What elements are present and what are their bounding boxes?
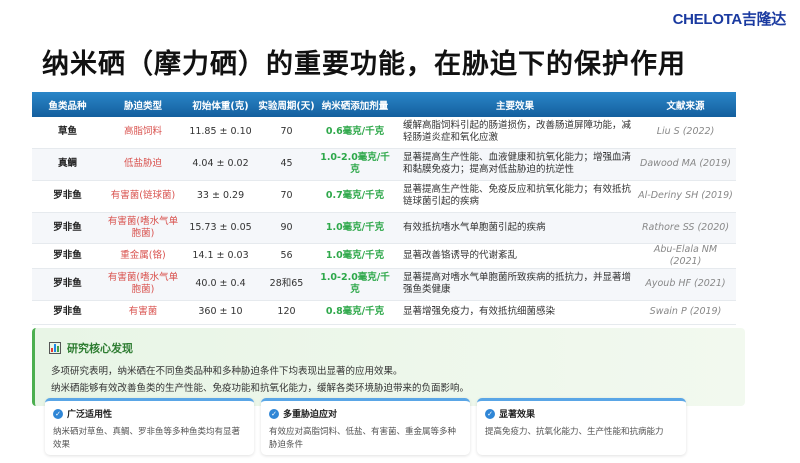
summary-box: 研究核心发现 多项研究表明，纳米硒在不同鱼类品种和多种胁迫条件下均表现出显著的应… [32,328,745,406]
table-cell: 360 ± 10 [183,300,258,325]
table-cell: 90 [258,212,315,244]
feature-card: ✓ 多重胁迫应对有效应对高脂饲料、低盐、有害菌、重金属等多种胁迫条件 [261,398,470,455]
feature-card: ✓ 显著效果提高免疫力、抗氧化能力、生产性能和抗病能力 [477,398,686,455]
card-title: 多重胁迫应对 [283,410,338,420]
table-row: 草鱼 高脂饲料 11.85 ± 0.10 70 0.6毫克/千克 缓解高脂饲料引起的肠道损… [32,117,736,149]
table-cell: Rathore SS (2020) [635,212,736,244]
table-row: 罗非鱼 有害菌(嗜水气单胞菌) 40.0 ± 0.4 28和65 1.0-2.0毫克/千… [32,268,736,301]
table-cell: 显著提高生产性能、免疫反应和抗氧化能力；有效抵抗链球菌引起的疾病 [395,180,635,213]
bar-chart-icon [49,342,61,354]
column-header: 纳米硒添加剂量 [315,92,395,117]
card-body: 有效应对高脂饲料、低盐、有害菌、重金属等多种胁迫条件 [269,427,457,450]
table-cell: 有害菌 [103,300,183,325]
table-cell: 15.73 ± 0.05 [183,212,258,244]
table-cell: 28和65 [258,268,315,301]
table-cell: 14.1 ± 0.03 [183,243,258,269]
table-cell: Abu-Elala NM (2021) [635,243,736,269]
summary-title: 研究核心发现 [67,342,133,355]
table-cell: 70 [258,180,315,213]
table-cell: 显著改善铬诱导的代谢紊乱 [395,243,635,269]
check-icon: ✓ [53,408,63,419]
table-cell: 高脂饲料 [103,117,183,149]
table-cell: 罗非鱼 [32,180,103,213]
table-cell: 70 [258,117,315,149]
table-row: 真鲷 低盐胁迫 4.04 ± 0.02 45 1.0-2.0毫克/千克 显著提高生产性能、… [32,148,736,181]
table-cell: 11.85 ± 0.10 [183,117,258,149]
table-row: 罗非鱼 有害菌(链球菌) 33 ± 0.29 70 0.7毫克/千克 显著提高生产性能、免… [32,180,736,213]
column-header: 主要效果 [395,92,635,117]
card-title: 显著效果 [499,410,536,420]
column-header: 初始体重(克) [183,92,258,117]
table-cell: 罗非鱼 [32,212,103,244]
table-cell: Dawood MA (2019) [635,148,736,181]
card-body: 提高免疫力、抗氧化能力、生产性能和抗病能力 [485,427,664,437]
table-cell: 33 ± 0.29 [183,180,258,213]
table-cell: 重金属(铬) [103,243,183,269]
card-title: 广泛适用性 [67,410,113,420]
table-cell: 0.6毫克/千克 [315,117,395,149]
table-cell: 0.8毫克/千克 [315,300,395,325]
table-cell: 低盐胁迫 [103,148,183,181]
table-cell: 有效抵抗嗜水气单胞菌引起的疾病 [395,212,635,244]
check-icon: ✓ [485,408,495,419]
table-cell: 罗非鱼 [32,300,103,325]
table-cell: 显著增强免疫力，有效抵抗细菌感染 [395,300,635,325]
table-cell: 真鲷 [32,148,103,181]
table-cell: 1.0毫克/千克 [315,243,395,269]
table-cell: 40.0 ± 0.4 [183,268,258,301]
column-header: 鱼类品种 [32,92,103,117]
table-cell: 有害菌(链球菌) [103,180,183,213]
feature-card: ✓ 广泛适用性纳米硒对草鱼、真鲷、罗非鱼等多种鱼类均有显著效果 [45,398,254,455]
summary-text: 多项研究表明，纳米硒在不同鱼类品种和多种胁迫条件下均表现出显著的应用效果。 [51,366,403,377]
column-header: 胁迫类型 [103,92,183,117]
table-cell: Liu S (2022) [635,117,736,149]
table-cell: 缓解高脂饲料引起的肠道损伤，改善肠道屏障功能，减轻肠道炎症和氧化应激 [395,117,635,149]
table-cell: 有害菌(嗜水气单胞菌) [103,268,183,301]
summary-text: 纳米硒能够有效改善鱼类的生产性能、免疫功能和抗氧化能力，缓解各类环境胁迫带来的负… [51,383,470,394]
table-cell: 56 [258,243,315,269]
table-cell: 120 [258,300,315,325]
table-cell: 显著提高对嗜水气单胞菌所致疾病的抵抗力，并显著增强鱼类健康 [395,268,635,301]
check-icon: ✓ [269,408,279,419]
table-cell: Swain P (2019) [635,300,736,325]
table-cell: 有害菌(嗜水气单胞菌) [103,212,183,244]
column-header: 文献来源 [635,92,736,117]
table-cell: Al-Deriny SH (2019) [635,180,736,213]
table-cell: 1.0毫克/千克 [315,212,395,244]
table-cell: 草鱼 [32,117,103,149]
column-header: 实验周期(天) [258,92,315,117]
table-cell: 1.0-2.0毫克/千克 [315,268,395,301]
brand-logo: CHELOTA吉隆达 [672,11,787,28]
table-row: 罗非鱼 有害菌 360 ± 10 120 0.8毫克/千克 显著增强免疫力，有效抵抗细菌感… [32,300,736,325]
table-row: 罗非鱼 重金属(铬) 14.1 ± 0.03 56 1.0毫克/千克 显著改善铬诱导的代谢… [32,243,736,269]
card-body: 纳米硒对草鱼、真鲷、罗非鱼等多种鱼类均有显著效果 [53,427,241,450]
table-cell: Ayoub HF (2021) [635,268,736,301]
page-title: 纳米硒（摩力硒）的重要功能，在胁迫下的保护作用 [42,49,686,80]
table-cell: 45 [258,148,315,181]
table-cell: 显著提高生产性能、血液健康和抗氧化能力；增强血清和黏膜免疫力；提高对低盐胁迫的抗… [395,148,635,181]
table-cell: 4.04 ± 0.02 [183,148,258,181]
table-cell: 罗非鱼 [32,243,103,269]
table-row: 罗非鱼 有害菌(嗜水气单胞菌) 15.73 ± 0.05 90 1.0毫克/千克 有效抵抗… [32,212,736,244]
table-cell: 1.0-2.0毫克/千克 [315,148,395,181]
table-cell: 0.7毫克/千克 [315,180,395,213]
table-cell: 罗非鱼 [32,268,103,301]
study-table: 鱼类品种 胁迫类型 初始体重(克) 实验周期(天) 纳米硒添加剂量 主要效果 文献来源 草鱼… [32,92,736,325]
